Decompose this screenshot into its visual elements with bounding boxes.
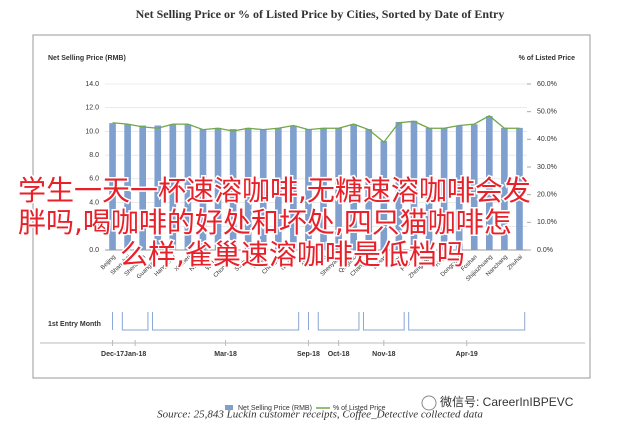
bar	[109, 123, 116, 250]
bar	[335, 127, 342, 250]
y-tick-label: 6.0	[89, 176, 99, 183]
bar	[124, 124, 131, 250]
timeline-label: Dec-17	[101, 351, 124, 358]
bar	[244, 127, 252, 250]
y-tick-label: 8.0	[89, 152, 99, 159]
timeline-label: Mar-18	[214, 351, 237, 358]
bar	[229, 129, 237, 250]
overlay-text: 胖吗,喝咖啡的好处和坏处,四只猫咖啡怎	[18, 206, 512, 239]
timeline-label: Apr-19	[456, 351, 478, 358]
bar	[365, 129, 373, 250]
bar	[169, 124, 177, 250]
y2-tick-label: 0.0%	[537, 247, 553, 254]
timeline-label: Sep-18	[297, 351, 320, 358]
overlay-text: 么样,雀巢速溶咖啡是低档吗	[120, 238, 465, 271]
bar	[516, 127, 523, 250]
bar	[486, 116, 493, 250]
bar	[259, 129, 267, 250]
bar	[395, 121, 403, 250]
timeline-bracket	[151, 312, 300, 331]
y-axis-title: Net Selling Price (RMB)	[48, 55, 126, 62]
wechat-icon	[421, 395, 437, 411]
chart-frame	[32, 34, 591, 379]
bar	[440, 127, 448, 250]
timeline-label: Nov-18	[372, 351, 395, 358]
timeline-bracket	[121, 312, 149, 331]
legend-label: % of Listed Price	[333, 405, 386, 412]
timeline-title: 1st Entry Month	[48, 321, 101, 328]
bar	[214, 127, 222, 250]
legend-label: Net Selling Price (RMB)	[238, 405, 312, 412]
source: Source: 25,843 Luckin customer receipts,…	[157, 409, 483, 421]
legend-swatch	[225, 405, 233, 410]
timeline-label: Jan-18	[124, 351, 146, 358]
bar	[455, 125, 463, 250]
y-tick-label: 12.0	[85, 105, 99, 112]
y2-tick-label: 60.0%	[537, 81, 557, 88]
bar	[154, 125, 162, 250]
bar	[350, 124, 357, 250]
y-tick-label: 14.0	[85, 81, 99, 88]
timeline-bracket	[362, 312, 405, 331]
bar	[425, 127, 433, 250]
y2-tick-label: 50.0%	[537, 109, 557, 116]
bar	[410, 120, 418, 250]
bar	[305, 129, 312, 250]
timeline-label: Oct-18	[328, 351, 350, 358]
y-tick-label: 10.0	[85, 128, 99, 135]
overlay-text: 学生一天一杯速溶咖啡,无糖速溶咖啡会发	[18, 174, 531, 207]
watermark: 微信号: CareerInIBPEVC	[440, 395, 574, 409]
y2-axis-title: % of Listed Price	[519, 55, 576, 62]
x-tick-label: Zhuhai	[507, 254, 524, 271]
bar	[290, 125, 297, 250]
y-tick-label: 4.0	[89, 199, 99, 206]
bar	[275, 127, 282, 250]
line	[112, 115, 520, 144]
bar	[139, 125, 146, 250]
y2-tick-label: 10.0%	[537, 219, 557, 226]
y-tick-label: 0.0	[89, 247, 99, 254]
bar	[199, 129, 207, 250]
timeline-bracket	[317, 312, 360, 331]
timeline-bracket	[408, 312, 526, 331]
y-tick-label: 2.0	[89, 223, 99, 230]
y2-tick-label: 40.0%	[537, 136, 557, 143]
bar	[501, 127, 508, 250]
bar	[380, 140, 388, 250]
y2-tick-label: 30.0%	[537, 164, 557, 171]
chart-title: Net Selling Price or % of Listed Price b…	[136, 7, 505, 21]
y2-tick-label: 20.0%	[537, 192, 557, 199]
bar	[184, 124, 192, 250]
bar	[320, 127, 327, 250]
bar	[470, 124, 478, 250]
